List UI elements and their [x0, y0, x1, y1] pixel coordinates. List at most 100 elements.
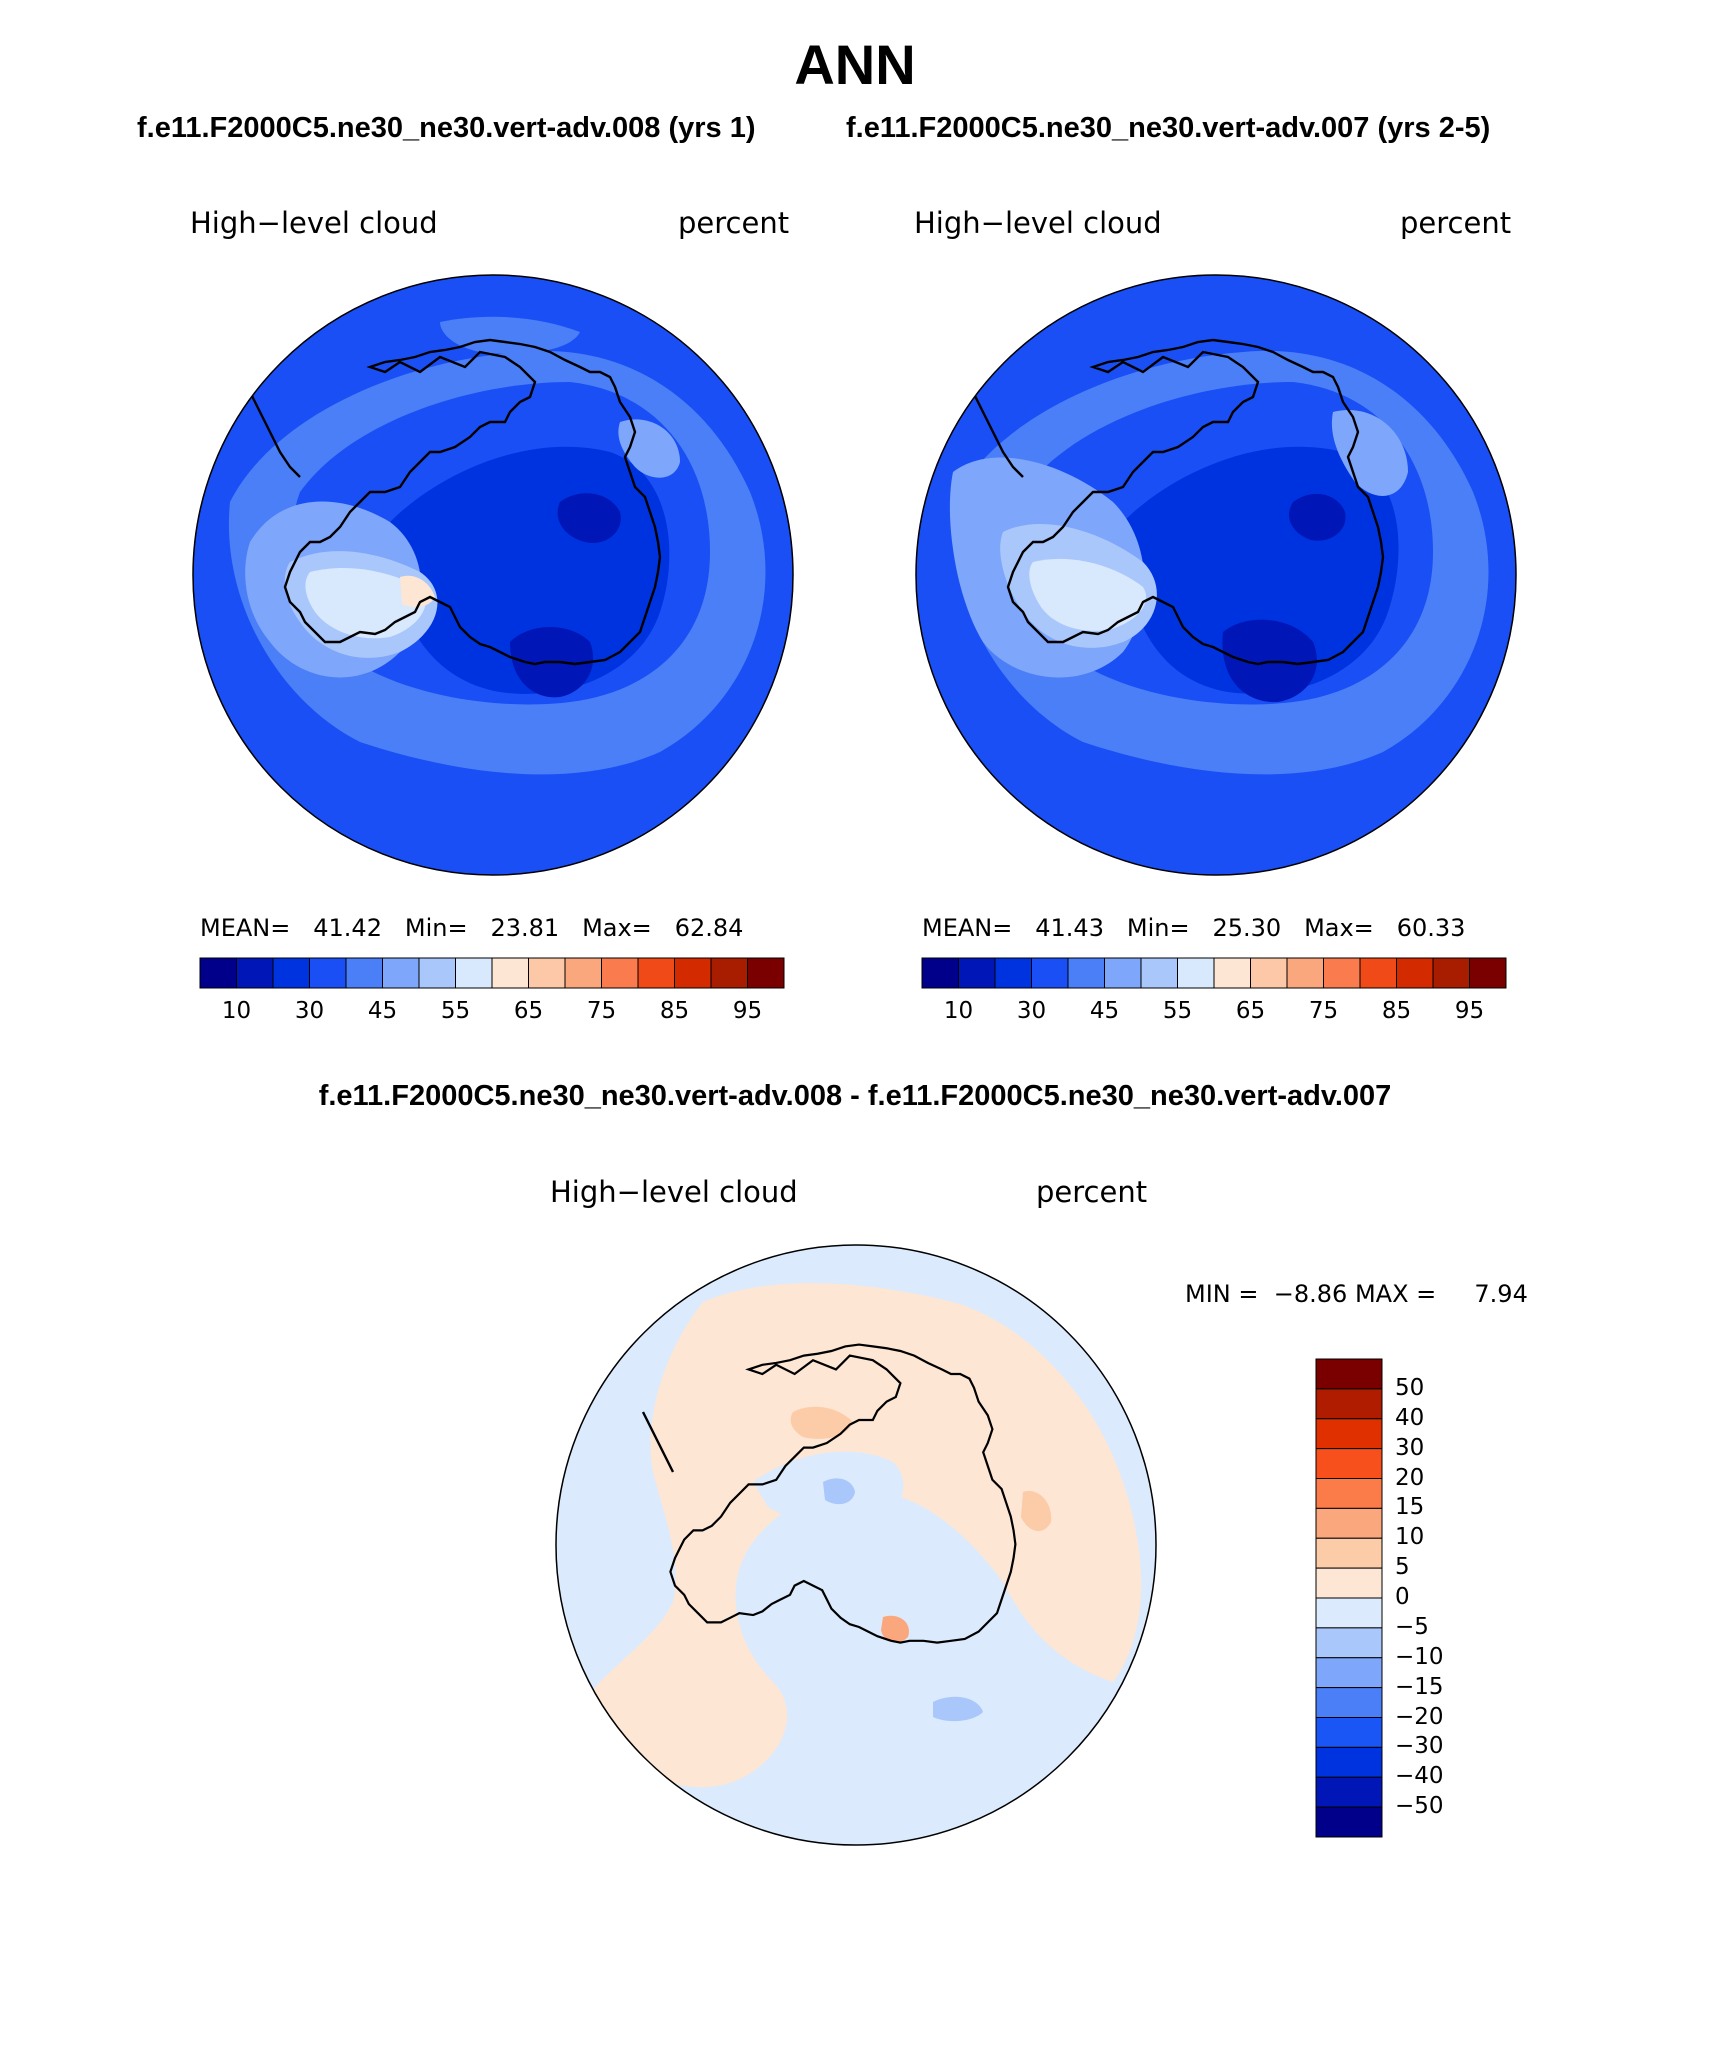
diff-colorbar-tick-label: 5 — [1395, 1554, 1410, 1581]
panel1-colorbar — [199, 957, 785, 989]
panel1-colorbar-swatch — [601, 957, 639, 989]
panel1-colorbar-swatch — [674, 957, 712, 989]
panel2-colorbar-tick-label: 65 — [1235, 998, 1266, 1024]
panel2-colorbar-swatch — [994, 957, 1032, 989]
panel2-colorbar-swatch — [1469, 957, 1507, 989]
panel2-contour-60 — [1029, 558, 1147, 631]
panel2-colorbar-swatch — [1177, 957, 1215, 989]
panel2-colorbar-swatch — [1323, 957, 1361, 989]
panel2-colorbar-tick-label: 55 — [1162, 998, 1193, 1024]
diff-colorbar-ticks: 50 40 30 20 15 10 5 0 −5 −10 −15 −20 −30 −40 −50 — [1395, 1358, 1495, 1838]
diff-colorbar-swatch — [1315, 1418, 1383, 1450]
diff-contour-pos15 — [881, 1615, 909, 1643]
diff-colorbar-swatch — [1315, 1746, 1383, 1778]
panel1-colorbar-ticks: 10 30 45 55 65 75 85 95 — [200, 998, 784, 1028]
panel2-colorbar-swatch — [1359, 957, 1397, 989]
panel2-colorbar-tick-label: 10 — [943, 998, 974, 1024]
panel2-colorbar-tick-label: 45 — [1089, 998, 1120, 1024]
main-title: ANN — [794, 33, 916, 96]
diff-units-label: percent — [1036, 1175, 1148, 1209]
panel2-colorbar-swatch — [1140, 957, 1178, 989]
panel1-colorbar-tick-label: 30 — [294, 998, 325, 1024]
panel1-colorbar-tick-label: 85 — [659, 998, 690, 1024]
diff-antarctica-coastline — [669, 1343, 1017, 1644]
diff-variable-label: High−level cloud — [550, 1175, 798, 1209]
panel2-peninsula-coast — [971, 391, 1024, 478]
diff-colorbar-swatch — [1315, 1687, 1383, 1718]
diff-colorbar-swatch — [1315, 1537, 1383, 1569]
diff-stats: MIN = −8.86 MAX = 7.94 — [1185, 1280, 1528, 1308]
diff-contour-pos10-a — [790, 1406, 853, 1439]
diff-colorbar-swatch — [1315, 1657, 1383, 1689]
panel1-colorbar-swatch — [637, 957, 675, 989]
panel1-colorbar-tick-label: 65 — [513, 998, 544, 1024]
panel2-colorbar-swatch — [1104, 957, 1142, 989]
diff-colorbar-swatch — [1315, 1806, 1383, 1838]
diff-colorbar-tick-label: 15 — [1395, 1494, 1425, 1521]
diff-colorbar-swatch — [1315, 1597, 1383, 1629]
panel2-colorbar-swatch — [1031, 957, 1069, 989]
panel2-polar-map — [915, 274, 1517, 876]
diff-colorbar-tick-label: −10 — [1395, 1643, 1444, 1670]
diff-colorbar-swatch — [1315, 1507, 1383, 1539]
diff-colorbar-swatch — [1315, 1627, 1383, 1659]
diff-colorbar-tick-label: 40 — [1395, 1404, 1425, 1431]
panel1-colorbar-swatch — [272, 957, 310, 989]
panel2-colorbar-ticks: 10 30 45 55 65 75 85 95 — [922, 998, 1506, 1028]
panel1-colorbar-tick-label: 55 — [440, 998, 471, 1024]
panel1-colorbar-swatch — [747, 957, 785, 989]
panel1-colorbar-swatch — [382, 957, 420, 989]
diff-contour-pos10-b — [1021, 1491, 1052, 1532]
diff-colorbar — [1315, 1358, 1383, 1838]
panel1-colorbar-swatch — [418, 957, 456, 989]
diff-colorbar-swatch — [1315, 1358, 1383, 1390]
panel1-contour-25 — [557, 493, 621, 543]
panel2-antarctica-coastline — [1006, 338, 1385, 666]
panel2-colorbar-swatch — [1250, 957, 1288, 989]
panel1-variable-label: High−level cloud — [190, 206, 438, 240]
panel1-colorbar-swatch — [199, 957, 237, 989]
diff-colorbar-tick-label: −40 — [1395, 1763, 1444, 1790]
diff-colorbar-tick-label: −50 — [1395, 1793, 1444, 1820]
panel1-colorbar-swatch — [309, 957, 347, 989]
panel2-colorbar-swatch — [921, 957, 959, 989]
diff-colorbar-swatch — [1315, 1717, 1383, 1748]
diff-colorbar-tick-label: −15 — [1395, 1673, 1444, 1700]
panel1-colorbar-swatch — [564, 957, 602, 989]
diff-colorbar-tick-label: −20 — [1395, 1703, 1444, 1730]
panel1-map-border — [192, 274, 794, 876]
panel2-stats: MEAN= 41.43 Min= 25.30 Max= 60.33 — [922, 914, 1466, 942]
right-case-title: f.e11.F2000C5.ne30_ne30.vert-adv.007 (yr… — [846, 112, 1491, 144]
panel2-colorbar-swatch — [1067, 957, 1105, 989]
panel2-map-border — [915, 274, 1517, 876]
panel1-colorbar-swatch — [528, 957, 566, 989]
panel1-colorbar-swatch — [491, 957, 529, 989]
panel2-colorbar-swatch — [958, 957, 996, 989]
panel2-colorbar-tick-label: 85 — [1381, 998, 1412, 1024]
panel2-colorbar-tick-label: 75 — [1308, 998, 1339, 1024]
panel2-contour-25 — [1289, 493, 1346, 541]
panel2-colorbar-swatch — [1286, 957, 1324, 989]
diff-colorbar-tick-label: −30 — [1395, 1733, 1444, 1760]
panel1-colorbar-tick-label: 95 — [732, 998, 763, 1024]
diff-polar-map — [555, 1244, 1157, 1846]
diff-colorbar-tick-label: 0 — [1395, 1584, 1410, 1610]
panel1-polar-map — [192, 274, 794, 876]
panel2-colorbar-swatch — [1432, 957, 1470, 989]
diff-peninsula-coast — [641, 1411, 675, 1473]
panel1-colorbar-swatch — [455, 957, 493, 989]
diff-colorbar-swatch — [1315, 1388, 1383, 1420]
panel2-contour-50-east — [1331, 410, 1408, 496]
panel1-colorbar-tick-label: 45 — [367, 998, 398, 1024]
diff-colorbar-swatch — [1315, 1448, 1383, 1479]
diff-colorbar-swatch — [1315, 1567, 1383, 1599]
panel1-antarctica-coastline — [283, 338, 662, 666]
diff-positive-field — [583, 1283, 1142, 1788]
panel2-colorbar-tick-label: 30 — [1016, 998, 1047, 1024]
left-case-title: f.e11.F2000C5.ne30_ne30.vert-adv.008 (yr… — [137, 112, 756, 144]
panel2-colorbar-swatch — [1213, 957, 1251, 989]
panel1-contour-45-north — [440, 316, 580, 354]
panel1-colorbar-tick-label: 10 — [221, 998, 252, 1024]
panel2-variable-label: High−level cloud — [914, 206, 1162, 240]
panel2-colorbar-tick-label: 95 — [1454, 998, 1485, 1024]
